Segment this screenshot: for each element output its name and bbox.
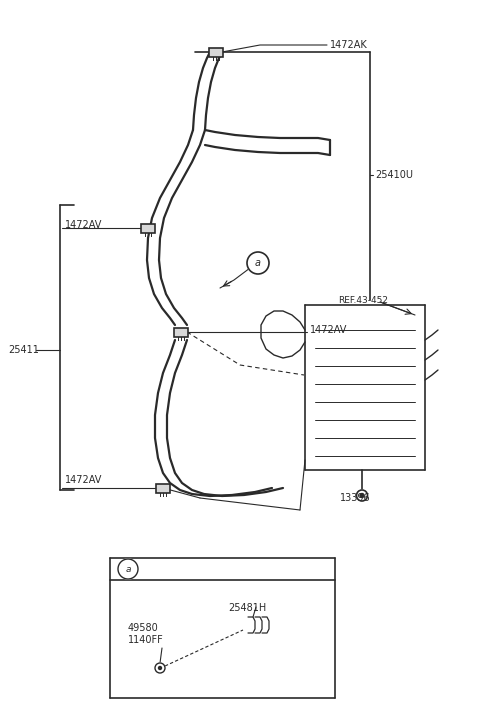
- Circle shape: [118, 559, 138, 579]
- Text: a: a: [125, 565, 131, 573]
- Text: 1472AK: 1472AK: [330, 40, 368, 50]
- Text: 1472AV: 1472AV: [310, 325, 348, 335]
- Text: 25411: 25411: [8, 345, 39, 355]
- Circle shape: [247, 252, 269, 274]
- FancyBboxPatch shape: [174, 328, 188, 336]
- Text: 1472AV: 1472AV: [65, 220, 102, 230]
- Circle shape: [360, 494, 364, 497]
- FancyBboxPatch shape: [141, 223, 155, 233]
- FancyBboxPatch shape: [156, 484, 170, 492]
- Text: 13396: 13396: [340, 493, 371, 503]
- Text: 25481H: 25481H: [228, 603, 266, 613]
- Text: 1472AV: 1472AV: [65, 475, 102, 485]
- FancyBboxPatch shape: [209, 48, 223, 57]
- Circle shape: [357, 490, 368, 501]
- Text: 1140FF: 1140FF: [128, 635, 164, 645]
- Circle shape: [158, 666, 161, 669]
- Text: 25410U: 25410U: [375, 170, 413, 180]
- Text: 49580: 49580: [128, 623, 159, 633]
- Circle shape: [155, 663, 165, 673]
- Text: a: a: [255, 258, 261, 268]
- Text: REF.43-452: REF.43-452: [338, 296, 388, 304]
